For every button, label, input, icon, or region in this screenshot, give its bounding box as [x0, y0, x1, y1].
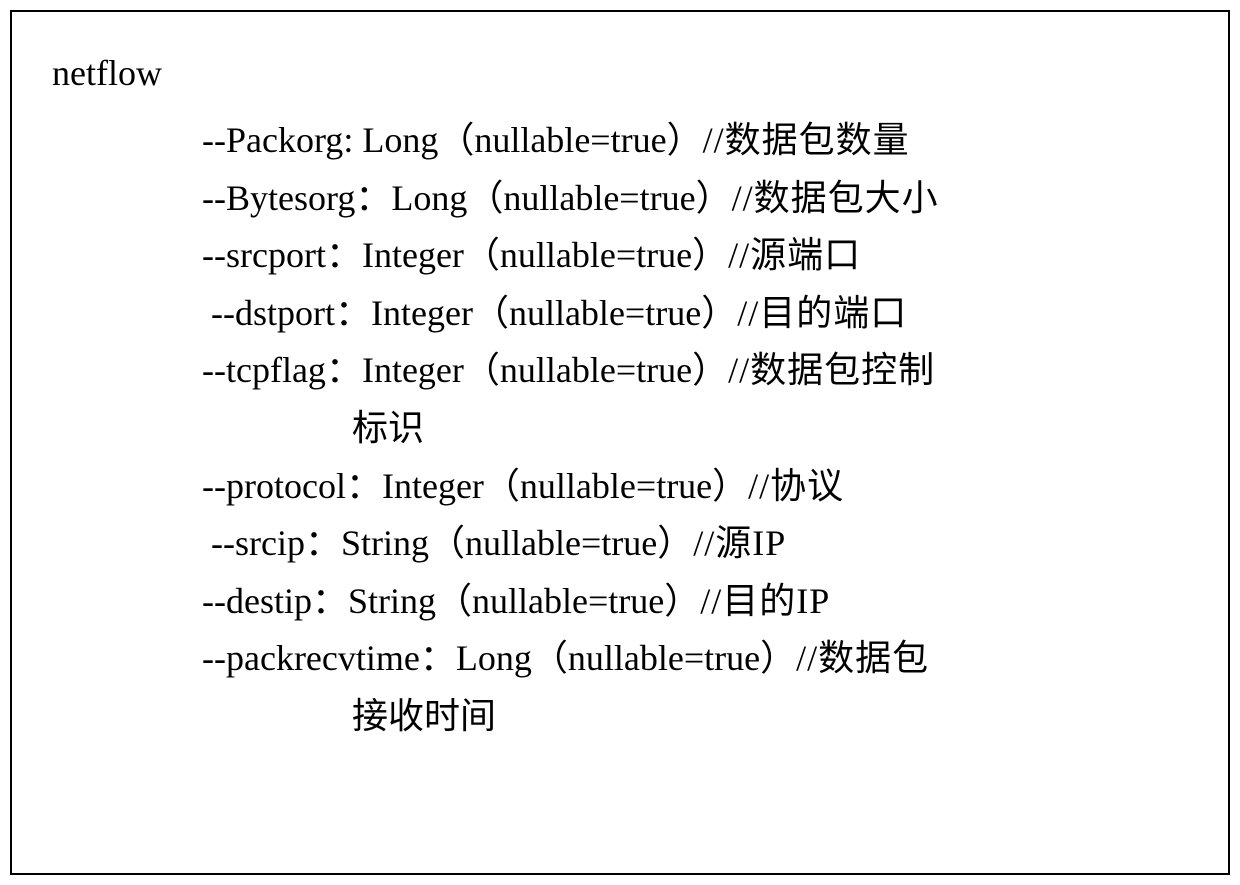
- field-row: --dstport：Integer（nullable=true）//目的端口: [202, 285, 1178, 343]
- field-list: --Packorg: Long（nullable=true）//数据包数量 --…: [202, 112, 1178, 746]
- field-sep: ：: [312, 581, 348, 621]
- field-prefix: --: [211, 523, 235, 563]
- field-name: protocol: [226, 466, 346, 506]
- field-prefix: --: [202, 466, 226, 506]
- field-prefix: --: [202, 235, 226, 275]
- field-nullable: （nullable=true）: [532, 638, 796, 678]
- field-comment: //协议: [748, 466, 844, 506]
- field-nullable: （nullable=true）: [429, 523, 693, 563]
- field-row: --srcport：Integer（nullable=true）//源端口: [202, 227, 1178, 285]
- field-comment-cont: 标识: [352, 400, 1178, 458]
- field-prefix: --: [202, 178, 226, 218]
- field-row: --protocol：Integer（nullable=true）//协议: [202, 458, 1178, 516]
- field-sep: ：: [346, 466, 382, 506]
- field-type: Integer: [371, 293, 473, 333]
- field-comment: //数据包数量: [703, 120, 910, 160]
- field-nullable: （nullable=true）: [464, 350, 728, 390]
- field-row: --destip：String（nullable=true）//目的IP: [202, 573, 1178, 631]
- field-row: --Bytesorg：Long（nullable=true）//数据包大小: [202, 170, 1178, 228]
- field-comment: //源端口: [728, 235, 861, 275]
- field-sep: :: [343, 120, 353, 160]
- field-sep: ：: [420, 638, 456, 678]
- field-prefix: --: [211, 293, 235, 333]
- field-name: packrecvtime: [226, 638, 420, 678]
- field-nullable: （nullable=true）: [467, 178, 731, 218]
- field-nullable: （nullable=true）: [464, 235, 728, 275]
- field-comment-cont: 接收时间: [352, 688, 1178, 746]
- field-name: Bytesorg: [226, 178, 355, 218]
- field-type: Long: [362, 120, 438, 160]
- field-comment: //目的端口: [737, 293, 907, 333]
- field-type: Integer: [362, 350, 464, 390]
- field-type: String: [341, 523, 429, 563]
- field-sep: ：: [335, 293, 371, 333]
- field-name: tcpflag: [226, 350, 326, 390]
- schema-frame: netflow --Packorg: Long（nullable=true）//…: [10, 10, 1230, 875]
- field-nullable: （nullable=true）: [473, 293, 737, 333]
- field-type: String: [348, 581, 436, 621]
- field-prefix: --: [202, 350, 226, 390]
- field-sep: ：: [305, 523, 341, 563]
- field-row: --packrecvtime：Long（nullable=true）//数据包: [202, 630, 1178, 688]
- field-name: destip: [226, 581, 312, 621]
- field-comment: //目的IP: [700, 581, 830, 621]
- field-comment: //源IP: [693, 523, 786, 563]
- field-row: --srcip：String（nullable=true）//源IP: [202, 515, 1178, 573]
- field-prefix: --: [202, 120, 226, 160]
- field-type: Long: [391, 178, 467, 218]
- field-sep: ：: [355, 178, 391, 218]
- field-prefix: --: [202, 581, 226, 621]
- field-comment: //数据包大小: [732, 178, 939, 218]
- field-prefix: --: [202, 638, 226, 678]
- field-name: dstport: [235, 293, 335, 333]
- page: netflow --Packorg: Long（nullable=true）//…: [0, 0, 1240, 885]
- field-name: srcip: [235, 523, 305, 563]
- field-nullable: （nullable=true）: [436, 581, 700, 621]
- field-comment: //数据包控制: [728, 350, 935, 390]
- field-row: --Packorg: Long（nullable=true）//数据包数量: [202, 112, 1178, 170]
- field-name: Packorg: [226, 120, 343, 160]
- field-type: Long: [456, 638, 532, 678]
- field-sep: ：: [326, 235, 362, 275]
- field-sep: ：: [326, 350, 362, 390]
- field-nullable: （nullable=true）: [438, 120, 702, 160]
- field-type: Integer: [382, 466, 484, 506]
- field-name: srcport: [226, 235, 326, 275]
- field-type: Integer: [362, 235, 464, 275]
- field-row: --tcpflag：Integer（nullable=true）//数据包控制: [202, 342, 1178, 400]
- field-comment: //数据包: [796, 638, 929, 678]
- schema-title: netflow: [52, 52, 1198, 94]
- field-nullable: （nullable=true）: [484, 466, 748, 506]
